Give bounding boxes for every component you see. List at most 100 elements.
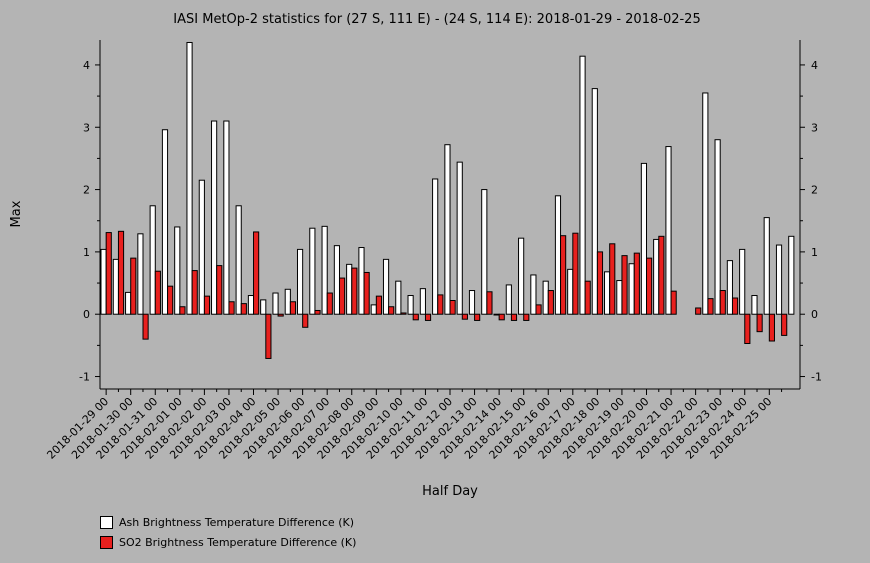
- bar-ash: [149, 205, 156, 315]
- bar-ash: [604, 271, 611, 315]
- y-tick-label-right: 3: [811, 121, 818, 134]
- bar-ash: [407, 295, 414, 315]
- bar-ash: [751, 295, 758, 315]
- bar-ash: [223, 120, 230, 315]
- bar-ash: [444, 144, 451, 315]
- bar-so2: [338, 277, 346, 315]
- bar-so2: [302, 313, 309, 328]
- bar-so2: [695, 307, 702, 315]
- bar-ash: [726, 260, 733, 315]
- bar-ash: [542, 280, 549, 315]
- bar-so2: [510, 313, 518, 321]
- bar-so2: [744, 313, 751, 344]
- bar-ash: [665, 146, 672, 315]
- bar-ash: [432, 178, 439, 315]
- bar-so2: [633, 252, 640, 315]
- bar-ash: [518, 237, 525, 315]
- y-tick-label-right: 1: [811, 246, 818, 259]
- bar-so2: [228, 301, 235, 315]
- bar-so2: [265, 313, 272, 359]
- legend-swatch-so2: [100, 535, 113, 549]
- bar-ash: [174, 226, 181, 315]
- bar-so2: [498, 313, 505, 321]
- x-axis-label: Half Day: [422, 484, 478, 499]
- bar-so2: [547, 290, 554, 315]
- bar-ash: [616, 280, 623, 315]
- bar-ash: [112, 258, 119, 315]
- y-tick-label-left: 2: [83, 184, 90, 197]
- bar-so2: [130, 257, 137, 315]
- bar-so2: [240, 303, 247, 315]
- y-tick-label-left: 0: [83, 308, 90, 321]
- bar-ash: [284, 288, 291, 315]
- bar-so2: [142, 313, 149, 340]
- bar-so2: [658, 235, 665, 315]
- y-tick-label-right: 4: [811, 59, 818, 72]
- bar-so2: [179, 306, 186, 315]
- bar-so2: [781, 313, 788, 336]
- bar-ash: [346, 263, 353, 315]
- bar-so2: [412, 313, 419, 321]
- legend-item-so2: SO2 Brightness Temperature Difference (K…: [100, 532, 356, 552]
- bar-so2: [768, 313, 775, 342]
- bar-ash: [419, 288, 426, 315]
- bar-ash: [382, 258, 390, 315]
- bar-so2: [375, 295, 382, 315]
- bar-ash: [321, 225, 328, 315]
- y-tick-label-left: -1: [79, 371, 90, 384]
- bar-so2: [351, 267, 358, 315]
- bar-so2: [707, 298, 714, 315]
- bar-ash: [481, 189, 488, 315]
- bar-ash: [775, 244, 783, 315]
- bar-so2: [461, 313, 468, 320]
- bar-ash: [579, 55, 586, 315]
- bar-so2: [523, 313, 530, 321]
- bar-ash: [186, 41, 193, 315]
- bar-ash: [505, 284, 512, 315]
- bar-so2: [117, 230, 125, 315]
- bar-so2: [646, 257, 653, 315]
- bar-so2: [486, 291, 493, 315]
- bar-ash: [640, 162, 648, 315]
- bar-ash: [739, 248, 746, 315]
- bar-so2: [191, 270, 198, 315]
- bar-so2: [289, 301, 297, 315]
- bar-ash: [161, 129, 169, 315]
- legend-label-ash: Ash Brightness Temperature Difference (K…: [119, 515, 354, 529]
- bar-ash: [628, 263, 635, 315]
- bar-so2: [572, 232, 579, 315]
- legend: Ash Brightness Temperature Difference (K…: [100, 512, 356, 552]
- bar-ash: [272, 292, 279, 315]
- bar-ash: [456, 161, 463, 315]
- bar-ash: [100, 248, 107, 315]
- bar-ash: [530, 274, 537, 315]
- bar-so2: [474, 313, 481, 321]
- bar-ash: [309, 227, 316, 315]
- y-tick-label-left: 1: [83, 246, 90, 259]
- bar-ash: [493, 313, 500, 316]
- bar-so2: [560, 235, 567, 315]
- y-tick-label-left: 3: [83, 121, 90, 134]
- chart-title: IASI MetOp-2 statistics for (27 S, 111 E…: [173, 12, 700, 27]
- bar-so2: [756, 313, 763, 333]
- bar-ash: [247, 295, 255, 315]
- y-tick-label-left: 4: [83, 59, 90, 72]
- bar-ash: [333, 245, 340, 315]
- bar-ash: [358, 247, 365, 315]
- y-tick-label-right: 0: [811, 308, 818, 321]
- bar-so2: [277, 313, 284, 317]
- bar-ash: [211, 120, 218, 315]
- bar-ash: [370, 304, 377, 315]
- bar-ash: [260, 299, 267, 315]
- bar-so2: [314, 309, 321, 315]
- bar-ash: [198, 179, 205, 315]
- bar-ash: [702, 92, 709, 315]
- bar-so2: [731, 297, 739, 315]
- bar-ash: [468, 290, 476, 315]
- bar-so2: [388, 306, 395, 315]
- bar-so2: [437, 294, 444, 315]
- bar-so2: [326, 292, 333, 315]
- y-tick-label-right: -1: [811, 371, 822, 384]
